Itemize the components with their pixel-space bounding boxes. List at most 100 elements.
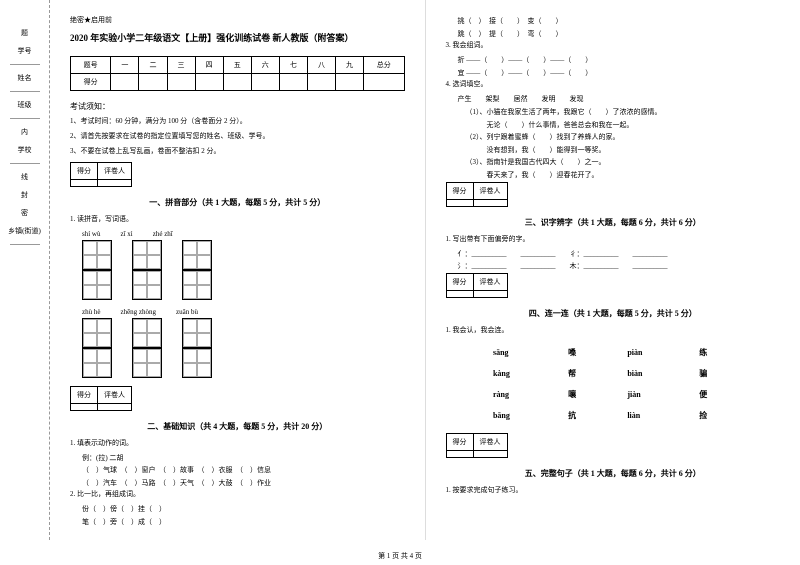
- char-grid[interactable]: [82, 240, 112, 300]
- char-grid-row: [82, 318, 405, 378]
- binding-label: 密: [0, 208, 49, 218]
- binding-label: 封: [0, 190, 49, 200]
- sub-q[interactable]: （1）、小猫在我家生活了两年，我跟它（ ）了浓浓的感情。: [466, 106, 781, 119]
- td[interactable]: [335, 74, 363, 91]
- sub-q[interactable]: 没有想到，我（ ）能得到一等奖。: [466, 144, 781, 157]
- td[interactable]: [307, 74, 335, 91]
- td[interactable]: [364, 74, 404, 91]
- score-cell[interactable]: [446, 450, 473, 457]
- td[interactable]: [279, 74, 307, 91]
- fill-line[interactable]: 宜 ——（ ）——（ ）——（ ）: [458, 67, 781, 80]
- question-1: 1. 读拼音，写词语。: [70, 214, 405, 224]
- section-score-box: 得分评卷人: [70, 162, 132, 187]
- fill-line[interactable]: （ ）气球 （ ）窗户 （ ）故事 （ ）衣服 （ ）信息: [82, 464, 405, 477]
- section-3-title: 三、识字辨字（共 1 大题，每题 6 分，共计 6 分）: [446, 217, 781, 228]
- section-4-title: 四、连一连（共 1 大题，每题 5 分，共计 5 分）: [446, 308, 781, 319]
- example: 例：(拉) 二胡: [82, 452, 405, 465]
- section-score-box: 得分评卷人: [446, 182, 508, 207]
- pinyin: zǐ xì: [120, 230, 132, 238]
- binding-line: [10, 64, 40, 65]
- char-grid[interactable]: [132, 240, 162, 300]
- fill-line[interactable]: （ ）汽车 （ ）马路 （ ）天气 （ ）大鼓 （ ）作业: [82, 477, 405, 490]
- fill-line[interactable]: 折 ——（ ）——（ ）——（ ）: [458, 54, 781, 67]
- td[interactable]: [111, 74, 139, 91]
- char-grid[interactable]: [182, 240, 212, 300]
- char-cell: 练: [687, 343, 744, 362]
- td[interactable]: [139, 74, 167, 91]
- th: 总分: [364, 57, 404, 74]
- sub-q[interactable]: 春天来了，我（ ）迎春花开了。: [466, 169, 781, 182]
- sub-q[interactable]: 无论（ ）什么事情，爸爸总会和我在一起。: [466, 119, 781, 132]
- sub-q[interactable]: （2）、列宁跟着蜜蜂（ ）找到了养蜂人的家。: [466, 131, 781, 144]
- grader-cell[interactable]: [98, 403, 132, 410]
- section-score-box: 得分评卷人: [70, 386, 132, 411]
- section-5-title: 五、完整句子（共 1 大题，每题 6 分，共计 6 分）: [446, 468, 781, 479]
- grader-label: 评卷人: [473, 433, 507, 450]
- score-summary-table: 题号 一 二 三 四 五 六 七 八 九 总分 得分: [70, 56, 405, 91]
- char-cell: 骗: [687, 364, 744, 383]
- score-label: 得分: [446, 273, 473, 290]
- section-1-title: 一、拼音部分（共 1 大题，每题 5 分，共计 5 分）: [70, 197, 405, 208]
- char-cell: 便: [687, 385, 744, 404]
- grader-label: 评卷人: [473, 182, 507, 199]
- pinyin: zhé zhī: [153, 230, 173, 238]
- question-1: 1. 填表示动作的词。: [70, 438, 405, 448]
- grader-cell[interactable]: [473, 199, 507, 206]
- pinyin-cell: biàn: [615, 364, 685, 383]
- grader-cell[interactable]: [98, 179, 132, 186]
- pinyin-cell: jiàn: [615, 385, 685, 404]
- pinyin-cell: ràng: [481, 385, 554, 404]
- question-4: 4. 选词填空。: [446, 79, 781, 89]
- char-grid[interactable]: [182, 318, 212, 378]
- match-table[interactable]: sāng嗓piàn练 kàng帮biàn骗 ràng嚷jiàn便 bāng抗li…: [479, 341, 747, 427]
- instruction-item: 3、不要在试卷上乱写乱画，卷面不整洁扣 2 分。: [70, 146, 405, 157]
- th: 二: [139, 57, 167, 74]
- question-1: 1. 按要求完成句子练习。: [446, 485, 781, 495]
- pinyin-cell: piàn: [615, 343, 685, 362]
- fill-line[interactable]: 跳（ ） 提（ ） 弯（ ）: [458, 28, 781, 41]
- char-grid[interactable]: [82, 318, 112, 378]
- pinyin: zhēng zhòng: [120, 308, 156, 316]
- fill-line[interactable]: 亻：__________ __________ 彳：__________ ___…: [458, 248, 781, 261]
- grader-cell[interactable]: [473, 290, 507, 297]
- question-2: 2. 比一比，再组成词。: [70, 489, 405, 499]
- fill-line[interactable]: 笔（ ）旁（ ）成（ ）: [82, 516, 405, 529]
- question-3: 3. 我会组词。: [446, 40, 781, 50]
- score-label: 得分: [446, 433, 473, 450]
- question-1: 1. 我会认，我会连。: [446, 325, 781, 335]
- fill-line[interactable]: 氵：__________ __________ 木：__________ ___…: [458, 260, 781, 273]
- th: 七: [279, 57, 307, 74]
- grader-cell[interactable]: [473, 450, 507, 457]
- fill-line[interactable]: 挑（ ） 接（ ） 变（ ）: [458, 15, 781, 28]
- binding-label: 姓名: [0, 73, 49, 83]
- left-column: 绝密★启用前 2020 年实验小学二年级语文【上册】强化训练试卷 新人教版（附答…: [50, 0, 426, 540]
- td[interactable]: [195, 74, 223, 91]
- binding-label: 题: [0, 28, 49, 38]
- pinyin: zuǎn bù: [176, 308, 198, 316]
- binding-line: [10, 244, 40, 245]
- section-score-box: 得分评卷人: [446, 433, 508, 458]
- score-cell[interactable]: [446, 290, 473, 297]
- score-cell[interactable]: [446, 199, 473, 206]
- td[interactable]: [167, 74, 195, 91]
- sub-q[interactable]: （3）、指南针是我国古代四大（ ）之一。: [466, 156, 781, 169]
- score-cell[interactable]: [71, 179, 98, 186]
- score-cell[interactable]: [71, 403, 98, 410]
- pinyin-row: shí wù zǐ xì zhé zhī: [82, 230, 405, 238]
- confidential-label: 绝密★启用前: [70, 15, 405, 25]
- td[interactable]: [223, 74, 251, 91]
- fill-line[interactable]: 份（ ）傍（ ）挂（ ）: [82, 503, 405, 516]
- pinyin: zhù hè: [82, 308, 100, 316]
- grader-label: 评卷人: [98, 386, 132, 403]
- td: 得分: [71, 74, 111, 91]
- section-score-box: 得分评卷人: [446, 273, 508, 298]
- td[interactable]: [251, 74, 279, 91]
- binding-line: [10, 118, 40, 119]
- binding-label: 学校: [0, 145, 49, 155]
- char-grid-row: [82, 240, 405, 300]
- char-cell: 捡: [687, 406, 744, 425]
- section-2-title: 二、基础知识（共 4 大题，每题 5 分，共计 20 分）: [70, 421, 405, 432]
- instruction-item: 1、考试时间：60 分钟，满分为 100 分（含卷面分 2 分）。: [70, 116, 405, 127]
- word-bank: 产生 架梨 居然 发明 发现: [458, 93, 781, 106]
- char-grid[interactable]: [132, 318, 162, 378]
